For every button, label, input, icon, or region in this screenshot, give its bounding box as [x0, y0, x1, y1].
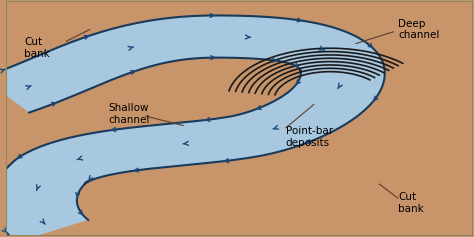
Polygon shape — [0, 15, 385, 237]
Text: Point-bar
deposits: Point-bar deposits — [286, 126, 333, 148]
Text: Cut
bank: Cut bank — [24, 37, 50, 59]
Text: Deep
channel: Deep channel — [398, 19, 439, 40]
Text: Cut
bank: Cut bank — [398, 192, 424, 214]
Text: Shallow
channel: Shallow channel — [109, 103, 150, 125]
